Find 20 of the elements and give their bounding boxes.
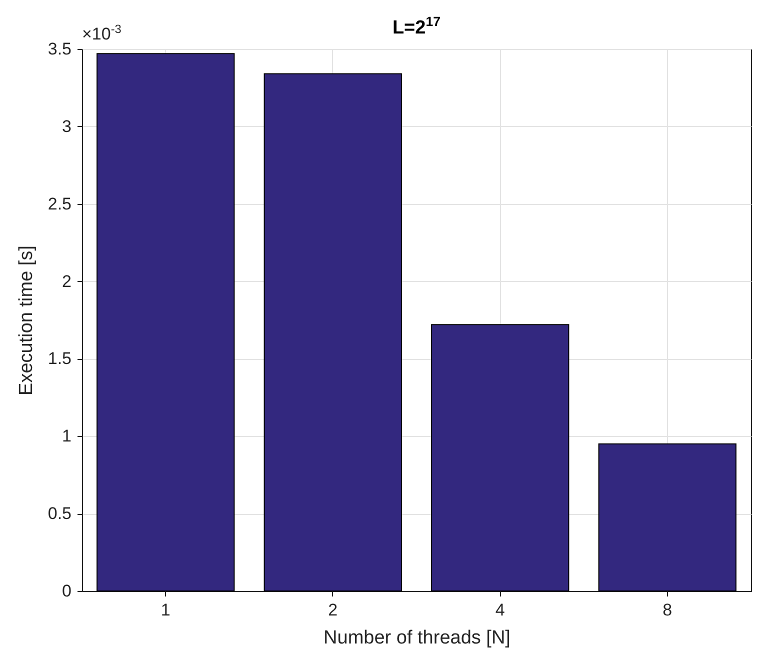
y-tick-label: 2 — [62, 272, 72, 291]
y-axis-title: Execution time [s] — [16, 246, 37, 396]
y-tick-label: 0 — [62, 582, 72, 600]
bar — [431, 324, 570, 592]
x-tick-label: 2 — [328, 600, 338, 620]
y-tick-label: 1.5 — [48, 349, 72, 368]
y-tick-label: 0.5 — [48, 504, 72, 524]
chart-title: L=2$^{17}$ — [392, 14, 441, 38]
x-axis-title: Number of threads [N] — [324, 628, 510, 648]
y-tick-label: 1 — [62, 426, 72, 446]
y-tick-label: 2.5 — [48, 194, 72, 214]
x-tick-label: 4 — [495, 600, 505, 620]
y-tick-label: 3.5 — [48, 40, 72, 58]
bar — [96, 53, 235, 592]
text: ×10$^{-3}$ — [82, 22, 122, 45]
y-tick-label: 3 — [62, 116, 72, 136]
bar — [598, 443, 736, 592]
bar — [264, 73, 402, 592]
x-tick-label: 1 — [160, 600, 170, 620]
x-tick-label: 8 — [662, 600, 672, 620]
